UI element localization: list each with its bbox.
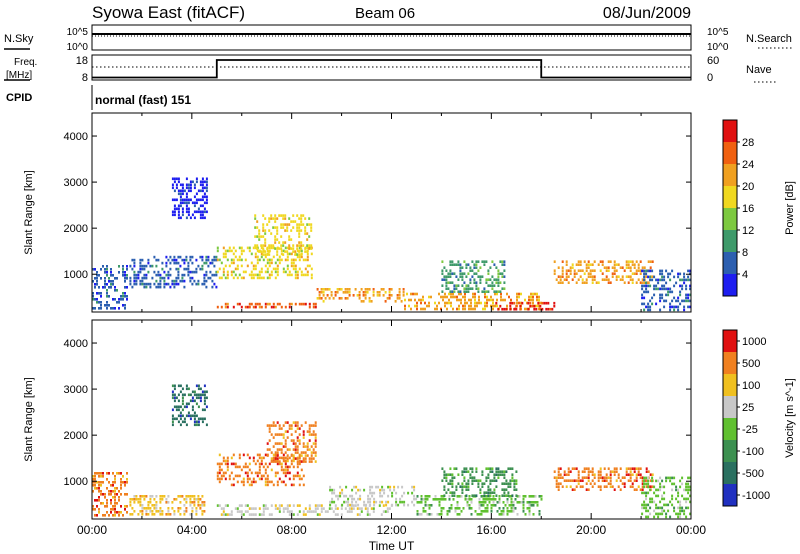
colorbar-tick-label: 16 bbox=[742, 203, 754, 215]
nave-label: Nave bbox=[746, 64, 772, 76]
echo-region-3 bbox=[216, 246, 313, 280]
echo-region-4 bbox=[254, 214, 313, 256]
colorbar-tick-label: 500 bbox=[742, 358, 760, 370]
echo-region-8 bbox=[441, 260, 506, 293]
colorbar-tick-label: 24 bbox=[742, 159, 754, 171]
colorbar-tick-label: 1000 bbox=[742, 336, 766, 348]
nsearch-tick-low: 10^0 bbox=[707, 42, 729, 53]
x-tick-label: 20:00 bbox=[576, 523, 606, 537]
freq-panel: Freq. [MHz] 18 8 60 0 Nave bbox=[4, 54, 776, 84]
echo-region-11 bbox=[641, 269, 692, 312]
y-tick-label: 1000 bbox=[64, 269, 88, 281]
echo-region-2 bbox=[171, 177, 208, 220]
y-tick-label: 4000 bbox=[64, 131, 88, 143]
x-tick-label: 12:00 bbox=[376, 523, 406, 537]
freq-unit: [MHz] bbox=[6, 70, 32, 81]
colorbar-swatch bbox=[723, 484, 737, 506]
radar-title: Syowa East (fitACF) bbox=[92, 3, 245, 22]
colorbar-label: Velocity [m s^-1] bbox=[784, 378, 796, 458]
nsky-tick-high: 10^5 bbox=[67, 27, 89, 38]
colorbar-swatch bbox=[723, 208, 737, 230]
y-axis-label: Slant Range [km] bbox=[23, 170, 35, 254]
x-axis-label: Time UT bbox=[369, 539, 415, 553]
echo-region-2 bbox=[171, 384, 208, 427]
x-tick-label: 00:00 bbox=[676, 523, 706, 537]
colorbar-tick-label: 8 bbox=[742, 247, 748, 259]
echo-region-10 bbox=[553, 260, 654, 284]
echo-region-0 bbox=[92, 265, 128, 310]
colorbar-power: 4 8 12 16 20 24 28 Power [dB] bbox=[722, 119, 796, 297]
colorbar-swatch bbox=[723, 374, 737, 396]
colorbar-swatch bbox=[723, 186, 737, 208]
colorbar-tick-label: 28 bbox=[742, 137, 754, 149]
colorbar-swatch bbox=[723, 252, 737, 274]
y-axis-label: Slant Range [km] bbox=[23, 377, 35, 461]
x-tick-label: 04:00 bbox=[177, 523, 207, 537]
colorbar-swatch bbox=[723, 396, 737, 418]
colorbar-tick-label: 4 bbox=[742, 269, 748, 281]
cpid-label: CPID bbox=[6, 92, 32, 104]
colorbar-swatch bbox=[723, 352, 737, 374]
colorbar-swatch bbox=[723, 330, 737, 352]
nsearch-label: N.Search bbox=[746, 33, 792, 45]
colorbar-tick-label: 100 bbox=[742, 380, 760, 392]
echo-region-9 bbox=[553, 467, 654, 491]
x-tick-label: 16:00 bbox=[476, 523, 506, 537]
colorbar-velocity: 1000 500 100 25 -25 -100 -500 -1000 Velocity [m … bbox=[722, 329, 796, 507]
colorbar-tick-label: 12 bbox=[742, 225, 754, 237]
echo-region-7 bbox=[404, 292, 542, 311]
y-tick-label: 3000 bbox=[64, 177, 88, 189]
echo-region-5 bbox=[216, 302, 317, 309]
colorbar-tick-label: 25 bbox=[742, 402, 754, 414]
echo-region-9 bbox=[495, 301, 556, 311]
colorbar-tick-label: -100 bbox=[742, 446, 764, 458]
nsky-panel: N.Sky 10^5 10^0 10^5 10^0 N.Search bbox=[4, 24, 792, 53]
colorbar-tick-label: -500 bbox=[742, 468, 764, 480]
beam-label: Beam 06 bbox=[355, 5, 415, 22]
y-tick-label: 2000 bbox=[64, 430, 88, 442]
freq-tick-high: 18 bbox=[76, 55, 88, 67]
echo-region-1 bbox=[129, 495, 206, 516]
freq-tick-low: 8 bbox=[82, 72, 88, 84]
nsearch-tick-high: 10^5 bbox=[707, 27, 729, 38]
y-tick-label: 1000 bbox=[64, 476, 88, 488]
cpid-value: normal (fast) 151 bbox=[95, 93, 191, 107]
echo-region-3 bbox=[216, 453, 305, 487]
nave-tick-high: 60 bbox=[707, 55, 719, 67]
echo-region-10 bbox=[641, 476, 692, 519]
colorbar-tick-label: -25 bbox=[742, 424, 758, 436]
colorbar-swatch bbox=[723, 440, 737, 462]
colorbar-label: Power [dB] bbox=[784, 181, 796, 235]
echo-region-6 bbox=[316, 288, 405, 303]
colorbar-swatch bbox=[723, 142, 737, 164]
nsky-label: N.Sky bbox=[4, 33, 34, 45]
y-tick-label: 2000 bbox=[64, 223, 88, 235]
colorbar-swatch bbox=[723, 418, 737, 440]
echo-region-0 bbox=[92, 472, 128, 517]
panel-power: 1000 2000 3000 4000 Slant Range [km] 4 8 12 16 20… bbox=[23, 112, 796, 313]
echo-region-6 bbox=[329, 485, 418, 507]
x-tick-label: 08:00 bbox=[277, 523, 307, 537]
date-label: 08/Jun/2009 bbox=[603, 5, 691, 22]
y-tick-label: 4000 bbox=[64, 338, 88, 350]
nave-tick-low: 0 bbox=[707, 72, 713, 84]
echo-region-7 bbox=[416, 495, 543, 516]
colorbar-swatch bbox=[723, 274, 737, 296]
echo-region-1 bbox=[129, 255, 218, 289]
colorbar-swatch bbox=[723, 120, 737, 142]
nsky-tick-low: 10^0 bbox=[67, 42, 89, 53]
colorbar-swatch bbox=[723, 164, 737, 186]
freq-label: Freq. bbox=[14, 57, 37, 68]
echo-region-8 bbox=[441, 467, 518, 497]
x-tick-label: 00:00 bbox=[77, 523, 107, 537]
y-tick-label: 3000 bbox=[64, 384, 88, 396]
colorbar-tick-label: -1000 bbox=[742, 490, 770, 502]
colorbar-tick-label: 20 bbox=[742, 181, 754, 193]
colorbar-swatch bbox=[723, 462, 737, 484]
echo-region-4 bbox=[266, 421, 317, 463]
freq-trace bbox=[92, 59, 691, 79]
colorbar-swatch bbox=[723, 230, 737, 252]
